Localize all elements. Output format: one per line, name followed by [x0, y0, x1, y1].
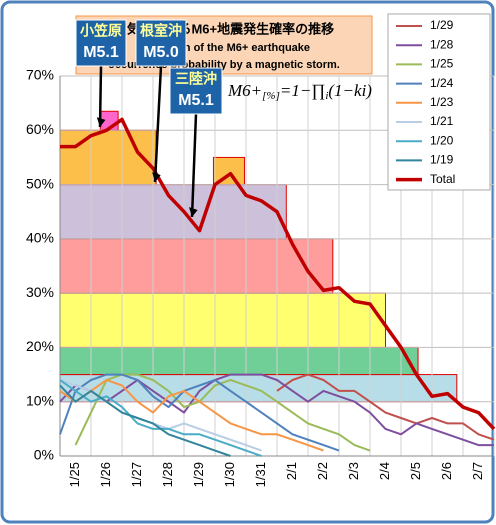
legend-label: 1/24 [430, 76, 454, 90]
x-tick-label: 1/30 [222, 462, 237, 487]
arrow [98, 65, 103, 128]
legend-label: Total [430, 172, 455, 186]
y-tick-label: 60% [26, 121, 54, 137]
callout-text: M5.1 [83, 44, 119, 61]
plot: 0% 10% 20% 30% 40% 50% 60% 70% 1/25 1/26 1/27 1/28 1… [26, 67, 496, 487]
callout-text: M5.0 [143, 44, 179, 61]
callout [169, 67, 223, 115]
callout [75, 19, 127, 67]
legend-label: 1/21 [430, 114, 454, 128]
x-tick-label: 2/3 [346, 462, 361, 480]
arrow-head [189, 207, 198, 217]
x-tick-label: 2/4 [377, 462, 392, 480]
band [59, 129, 157, 186]
series-line [59, 384, 231, 457]
x-tick-label: 1/25 [67, 462, 82, 487]
x-tick-label: 1/31 [253, 462, 268, 487]
formula: M6+[%]=1−∏i(1−ki) [227, 81, 372, 102]
callout-text: M5.1 [178, 92, 214, 109]
series-line [60, 117, 496, 431]
x-tick-label: 2/7 [470, 462, 485, 480]
series-line [59, 373, 494, 447]
arrow-head [96, 117, 106, 127]
callout-text: 根室沖 [140, 23, 182, 39]
x-tick-label: 2/5 [408, 462, 423, 480]
y-tick-label: 70% [26, 67, 54, 83]
legend-label: 1/29 [430, 18, 454, 32]
overlay: 磁気嵐によるM6+地震発生確率の推移 Transition of the M6+… [75, 13, 491, 218]
band [59, 238, 334, 294]
y-tick-label: 20% [26, 338, 54, 354]
x-tick-label: 2/2 [315, 462, 330, 480]
x-tick-label: 1/27 [129, 462, 144, 487]
band [59, 184, 287, 240]
x-tick-label: 1/29 [191, 462, 206, 487]
series-line [276, 373, 495, 441]
band [59, 346, 419, 376]
band [59, 374, 458, 403]
series-line [59, 379, 324, 452]
y-tick-label: 0% [34, 447, 54, 463]
callout-text: 小笠原 [80, 23, 122, 39]
y-tick-label: 40% [26, 230, 54, 246]
y-tick-label: 30% [26, 284, 54, 300]
y-tick-label: 50% [26, 175, 54, 191]
legend-label: 1/23 [430, 95, 454, 109]
arrow [153, 65, 163, 183]
callout [135, 19, 187, 67]
x-tick-label: 1/28 [160, 462, 175, 487]
arrow-head [152, 172, 161, 182]
x-tick-label: 2/6 [439, 462, 454, 480]
legend-label: 1/20 [430, 133, 454, 147]
band [59, 292, 386, 348]
legend-label: 1/28 [430, 37, 454, 51]
callout-text: 三陸沖 [175, 71, 217, 87]
arrow [190, 113, 198, 218]
series-line [59, 373, 340, 452]
x-tick-label: 1/26 [98, 462, 113, 487]
legend-label: 1/25 [430, 57, 454, 71]
legend-label: 1/19 [430, 153, 454, 167]
y-tick-label: 10% [26, 392, 54, 408]
x-tick-label: 2/1 [284, 462, 299, 480]
